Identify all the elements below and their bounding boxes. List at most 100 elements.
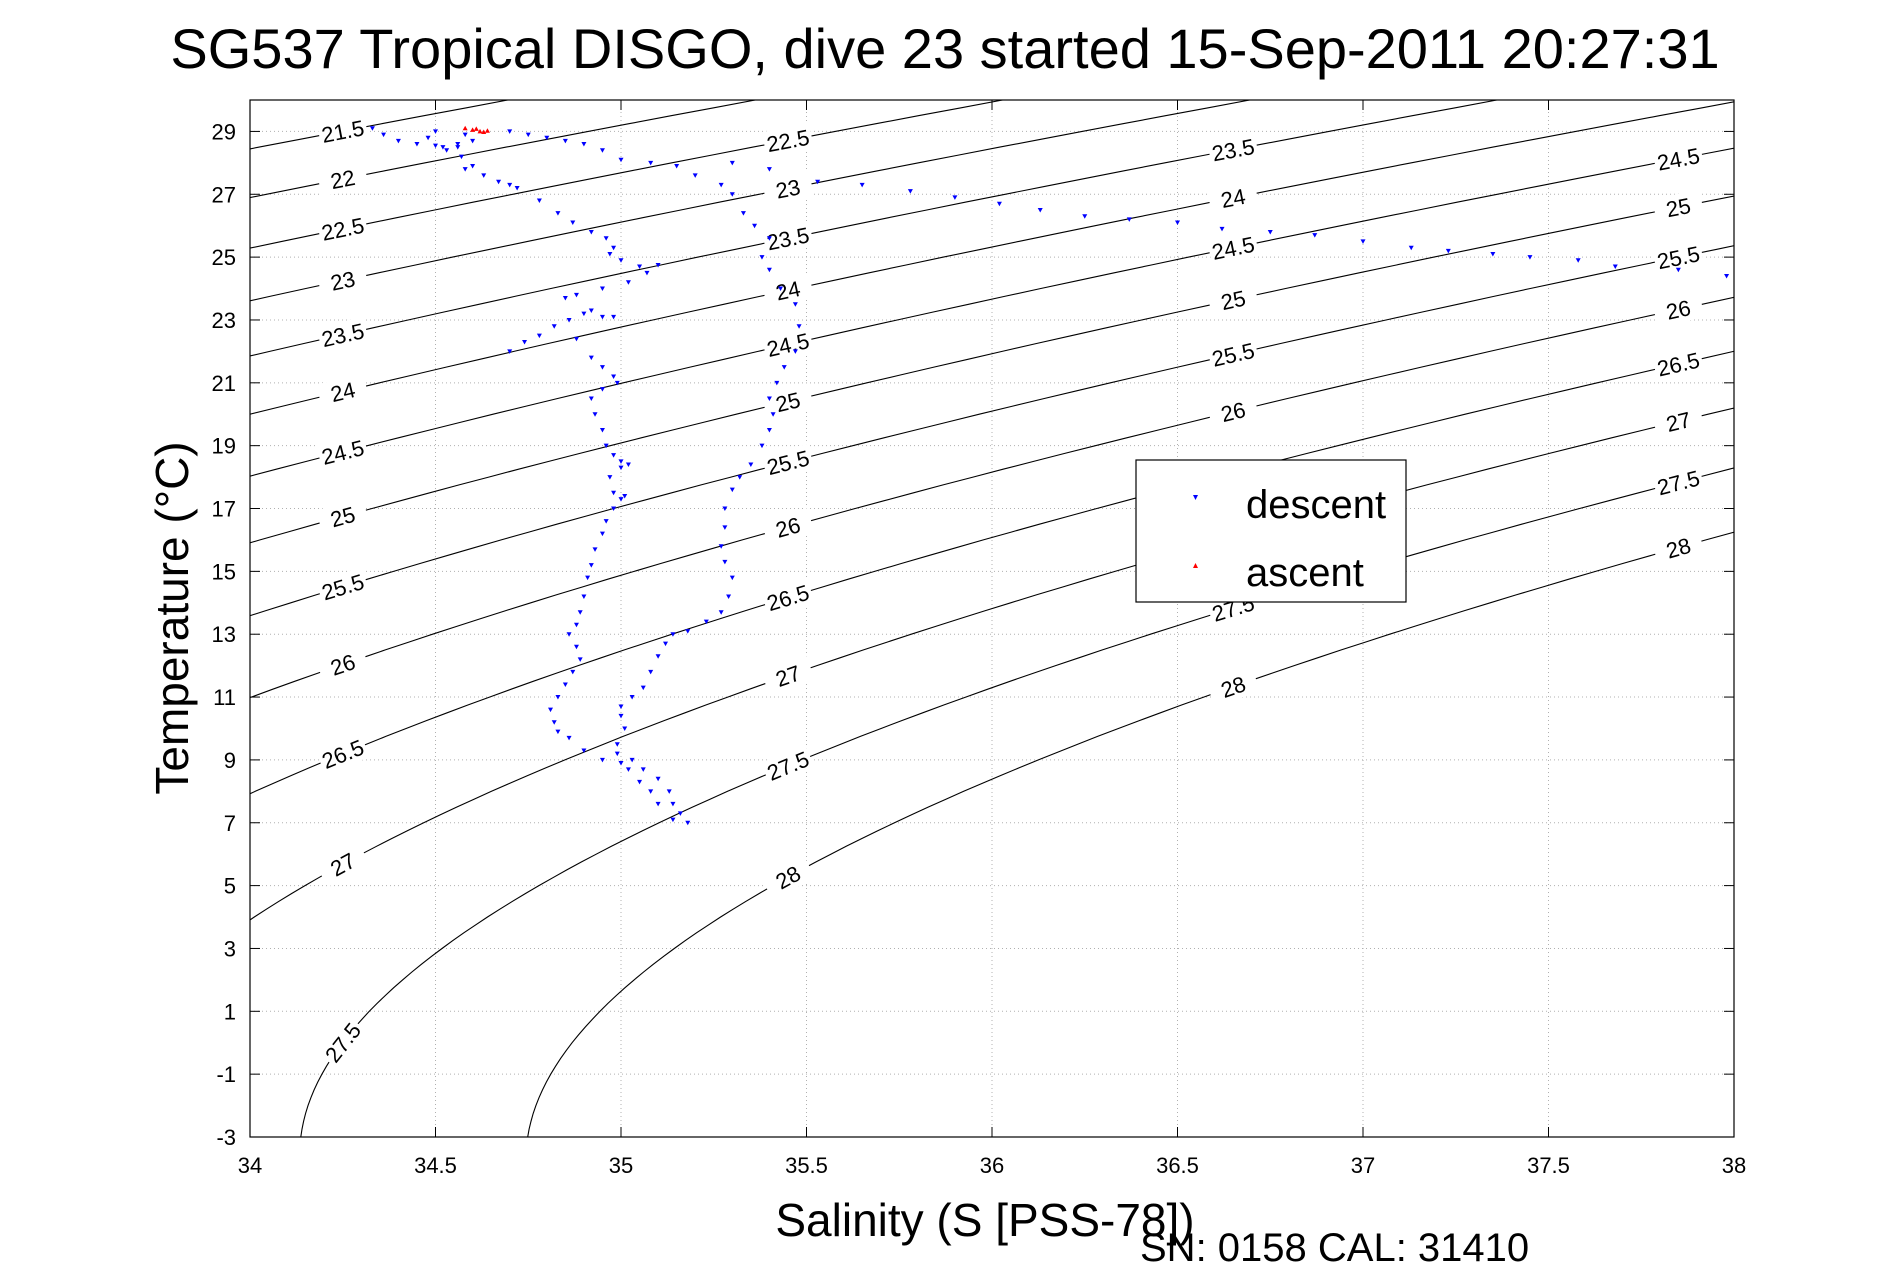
ascent-point	[477, 128, 483, 134]
descent-point	[637, 264, 643, 270]
descent-point	[599, 286, 605, 292]
contour-label-bg	[316, 161, 369, 197]
contour-label-bg	[761, 171, 815, 206]
descent-point	[470, 163, 476, 169]
density-contour	[250, 296, 1734, 699]
descent-point	[611, 245, 617, 251]
contour-label-bg	[761, 443, 815, 481]
contour-label-bg	[1652, 141, 1705, 177]
y-tick-label: 29	[212, 119, 236, 144]
descent-point	[570, 220, 576, 226]
descent-point	[618, 465, 624, 471]
descent-point	[470, 138, 476, 144]
y-tick-label: 1	[224, 999, 236, 1024]
descent-point	[566, 632, 572, 637]
descent-point	[685, 820, 691, 826]
descent-point	[729, 192, 735, 197]
legend-ascent-label: ascent	[1246, 551, 1364, 595]
ascent-point	[462, 125, 468, 131]
y-tick-label: -1	[216, 1062, 236, 1087]
descent-point	[440, 145, 446, 150]
descent-point	[670, 817, 676, 823]
density-contour	[250, 245, 1734, 617]
descent-point	[629, 695, 635, 700]
contour-label-bg	[761, 508, 815, 547]
contour-label-bg	[315, 841, 371, 888]
descent-point	[792, 349, 798, 354]
y-tick-label: 21	[212, 371, 236, 396]
descent-point	[599, 148, 605, 153]
descent-point	[670, 632, 676, 637]
descent-point	[507, 129, 513, 134]
footer-serial: SN: 0158 CAL: 31410	[1140, 1226, 1529, 1262]
contour-label: 23	[328, 266, 357, 296]
descent-point	[573, 336, 579, 342]
descent-point	[588, 308, 594, 314]
descent-point	[433, 129, 438, 134]
descent-point	[603, 443, 609, 449]
contour-label-bg	[1651, 528, 1705, 567]
descent-point	[414, 141, 420, 147]
descent-point	[581, 311, 587, 317]
descent-point	[581, 594, 587, 600]
descent-point	[607, 251, 613, 257]
descent-point	[722, 559, 728, 565]
legend-box	[1135, 459, 1407, 603]
descent-point	[592, 412, 598, 417]
descent-point	[792, 302, 798, 307]
descent-point	[729, 487, 735, 493]
descent-point	[655, 654, 661, 659]
descent-point	[536, 333, 542, 339]
contour-label-bg	[316, 262, 369, 299]
descent-point	[759, 443, 765, 449]
descent-point	[496, 179, 502, 185]
descent-point	[1267, 229, 1273, 235]
descent-point	[599, 387, 605, 392]
descent-point	[692, 173, 698, 178]
descent-point	[462, 132, 468, 138]
descent-point	[599, 427, 605, 433]
descent-point	[614, 380, 620, 386]
descent-point	[573, 622, 579, 628]
contour-label-bg	[1652, 345, 1705, 383]
y-tick-label: -3	[216, 1125, 236, 1150]
contour-label-bg	[761, 578, 815, 617]
descent-point	[395, 138, 401, 144]
descent-point	[588, 229, 594, 235]
contour-label-bg	[315, 644, 370, 685]
contour-label-bg	[1651, 463, 1705, 501]
y-tick-label: 11	[213, 685, 236, 710]
descent-point	[648, 160, 654, 166]
descent-point	[1445, 248, 1451, 254]
descent-point	[622, 493, 628, 499]
descent-point	[677, 811, 683, 816]
contour-label-bg	[1207, 180, 1260, 216]
ascent-point	[473, 126, 479, 131]
legend-descent-label: descent	[1246, 483, 1386, 527]
contour-label-bg	[316, 373, 370, 410]
descent-point	[703, 619, 709, 625]
descent-point	[433, 143, 438, 149]
contour-label-bg	[316, 567, 370, 607]
descent-point	[1612, 264, 1618, 270]
descent-point	[1082, 214, 1088, 219]
descent-point	[666, 789, 672, 794]
x-tick-label: 36.5	[1156, 1153, 1199, 1178]
contour-label: 22	[328, 165, 357, 194]
contour-label-bg	[1206, 393, 1260, 430]
contour-label: 24	[1219, 184, 1248, 213]
contour-label: 23	[774, 174, 803, 203]
density-contour	[250, 195, 1734, 544]
x-tick-label: 36	[980, 1153, 1004, 1178]
descent-point	[718, 544, 724, 549]
y-tick-label: 15	[212, 559, 236, 584]
descent-point	[566, 317, 572, 323]
descent-point	[685, 629, 691, 634]
contour-label-bg	[1652, 291, 1705, 328]
y-axis-label: Temperature (°C)	[146, 441, 198, 794]
y-tick-label: 5	[224, 874, 236, 899]
descent-point	[729, 575, 735, 581]
contour-label-bg	[1651, 403, 1705, 440]
descent-point	[570, 669, 576, 675]
